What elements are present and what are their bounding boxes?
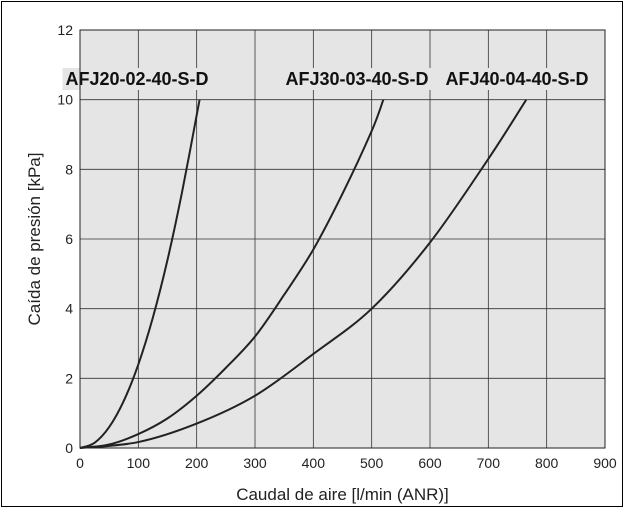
x-tick-label: 300 [243, 455, 267, 471]
series-label-2: AFJ30-03-40-S-D [285, 69, 428, 89]
x-tick-label: 600 [418, 455, 442, 471]
x-axis-label: Caudal de aire [l/min (ANR)] [236, 485, 449, 504]
y-tick-label: 12 [57, 22, 73, 38]
y-tick-label: 4 [65, 301, 73, 317]
y-tick-label: 0 [65, 440, 73, 456]
y-tick-label: 6 [65, 231, 73, 247]
x-tick-label: 800 [535, 455, 559, 471]
series-line-3 [79, 99, 528, 449]
series-labels: AFJ20-02-40-S-D AFJ30-03-40-S-D AFJ40-04-4… [62, 68, 592, 90]
x-tick-label: 500 [360, 455, 384, 471]
plot-border [79, 29, 606, 449]
series-line-2 [79, 99, 385, 449]
x-tick-label: 0 [76, 455, 84, 471]
x-tick-label: 100 [127, 455, 151, 471]
y-axis-ticks: 0 2 4 6 8 10 12 [57, 22, 73, 456]
series-label-bg [442, 68, 592, 90]
series-line-1 [79, 99, 201, 449]
series-label-1: AFJ20-02-40-S-D [65, 69, 208, 89]
series-label-bg [62, 68, 212, 90]
x-axis-ticks: 0 100 200 300 400 500 600 700 800 900 [76, 455, 617, 471]
y-tick-label: 10 [57, 92, 73, 108]
y-tick-label: 8 [65, 161, 73, 177]
x-tick-label: 700 [477, 455, 501, 471]
y-axis-label: Caída de presión [kPa] [25, 153, 44, 326]
series-label-bg [282, 68, 432, 90]
series-label-3: AFJ40-04-40-S-D [445, 69, 588, 89]
x-tick-label: 900 [593, 455, 617, 471]
x-tick-label: 400 [302, 455, 326, 471]
curves [79, 99, 528, 449]
y-tick-label: 2 [65, 370, 73, 386]
x-tick-label: 200 [185, 455, 209, 471]
